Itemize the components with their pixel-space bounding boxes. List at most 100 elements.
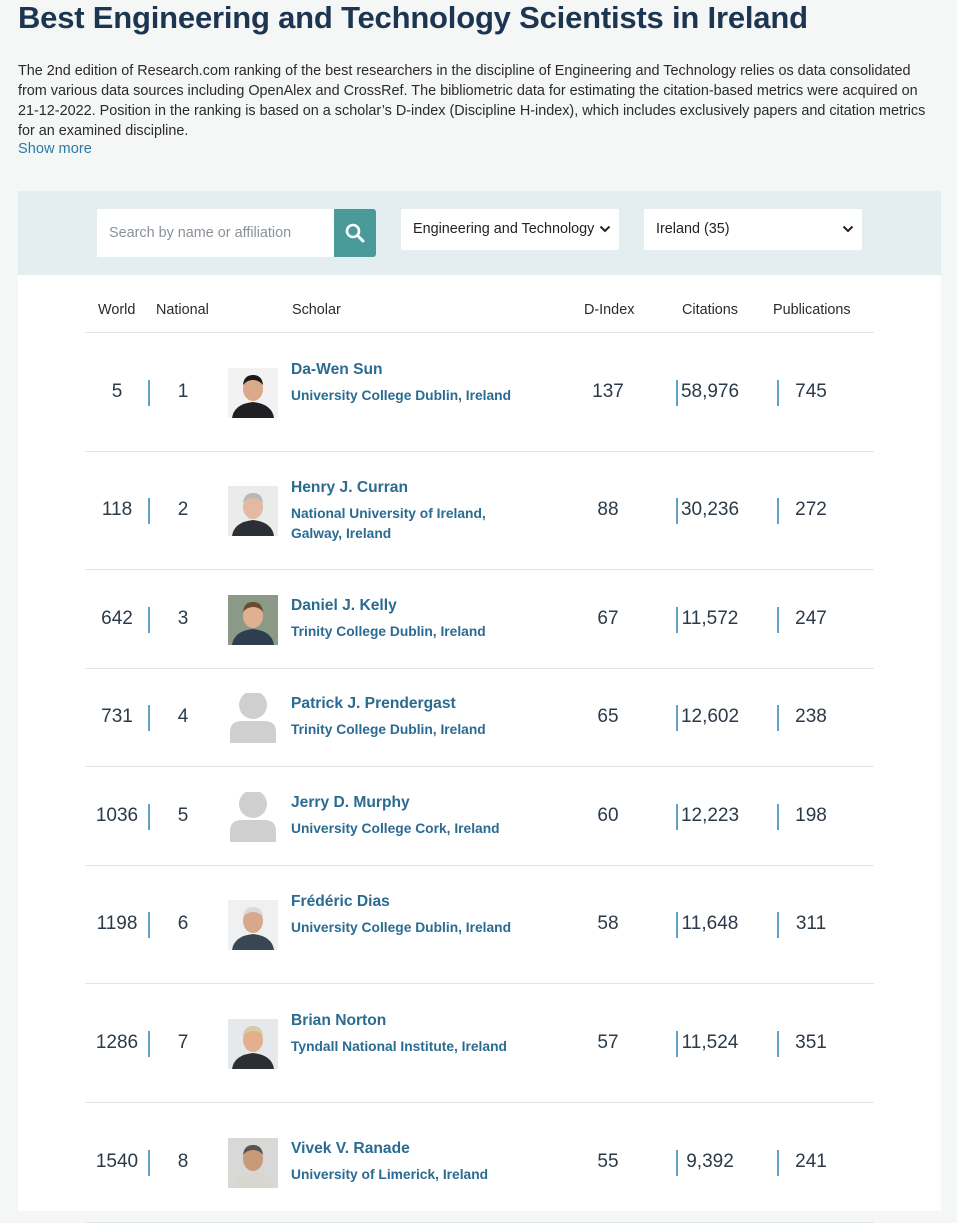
publications-value: 198	[795, 804, 827, 826]
divider	[676, 705, 678, 731]
table-row: 731 4 Patrick J. Prendergast Trinity Col…	[85, 669, 874, 767]
national-rank: 3	[177, 607, 189, 629]
national-rank: 2	[177, 499, 189, 520]
discipline-select-value: Engineering and Technology	[413, 221, 595, 237]
scholar-affiliation: Trinity College Dublin, Ireland	[291, 722, 486, 737]
scholar-name-link[interactable]: Henry J. Curran	[291, 479, 408, 496]
scholar-name-link[interactable]: Brian Norton	[291, 1011, 387, 1029]
column-header-scholar: Scholar	[292, 302, 341, 318]
ranking-panel: Engineering and Technology Ireland (35) …	[18, 191, 941, 1223]
scholar-affiliation: University of Limerick, Ireland	[291, 1167, 489, 1182]
dindex-value: 60	[597, 804, 619, 826]
divider	[148, 379, 150, 406]
divider	[777, 705, 779, 731]
scholar-photo[interactable]	[228, 486, 278, 536]
citations-value: 12,223	[680, 804, 740, 826]
scholar-name-link[interactable]: Frédéric Dias	[291, 893, 390, 910]
publications-value: 272	[795, 499, 827, 520]
column-header-publications[interactable]: Publications	[773, 302, 851, 318]
divider	[777, 379, 779, 406]
divider	[777, 803, 779, 830]
scholar-affiliation: University College Dublin, Ireland	[291, 387, 512, 403]
search-icon	[345, 223, 365, 243]
scholar-affiliation: Tyndall National Institute, Ireland	[291, 1038, 507, 1054]
table-row: 1286 7 Brian Norton Tyndall National Ins…	[85, 984, 874, 1103]
dindex-value: 65	[597, 706, 619, 727]
country-select[interactable]: Ireland (35)	[644, 209, 862, 250]
national-rank: 6	[177, 913, 189, 934]
table-row: 1036 5 Jerry D. Murphy University Colleg…	[85, 767, 874, 866]
dindex-value: 88	[597, 499, 619, 520]
table-row: 642 3 Daniel J. Kelly Trinity College Du…	[85, 570, 874, 669]
dindex-value: 55	[597, 1151, 619, 1172]
scholar-photo[interactable]	[228, 594, 278, 645]
page-title: Best Engineering and Technology Scientis…	[18, 0, 808, 35]
scholar-affiliation: University College Dublin, Ireland	[291, 920, 512, 935]
avatar-placeholder-icon[interactable]	[228, 791, 278, 842]
column-header-world[interactable]: World	[98, 302, 136, 318]
discipline-select[interactable]: Engineering and Technology	[401, 209, 619, 250]
column-header-dindex[interactable]: D-Index	[584, 302, 635, 318]
avatar-placeholder-icon[interactable]	[228, 693, 278, 743]
row-divider	[85, 1102, 874, 1103]
column-header-national[interactable]: National	[156, 302, 209, 318]
publications-value: 247	[795, 607, 827, 629]
scholar-affiliation: National University of Ireland, Galway, …	[291, 506, 486, 541]
divider	[148, 912, 150, 938]
world-rank: 642	[101, 607, 133, 629]
row-divider	[85, 569, 874, 570]
table-row: 1540 8 Vivek V. Ranade University of Lim…	[85, 1103, 874, 1223]
citations-value: 11,572	[681, 607, 739, 629]
column-header-citations[interactable]: Citations	[682, 302, 738, 318]
dindex-value: 58	[597, 913, 619, 934]
divider	[148, 705, 150, 731]
divider	[148, 1150, 150, 1176]
chevron-down-icon	[842, 225, 854, 233]
publications-value: 311	[795, 913, 827, 934]
publications-value: 351	[795, 1031, 827, 1053]
scholar-photo[interactable]	[228, 1018, 278, 1069]
scholar-affiliation: University College Cork, Ireland	[291, 820, 500, 836]
chevron-down-icon	[599, 225, 611, 233]
divider	[777, 912, 779, 938]
dindex-value: 67	[597, 607, 619, 629]
table-row: 118 2 Henry J. Curran National Universit…	[85, 452, 874, 570]
citations-value: 11,648	[681, 913, 739, 934]
scholar-name-link[interactable]: Daniel J. Kelly	[291, 596, 397, 614]
search-button[interactable]	[334, 209, 376, 257]
scholar-name-link[interactable]: Da-Wen Sun	[291, 360, 383, 378]
scholar-photo[interactable]	[228, 1138, 278, 1188]
national-rank: 8	[177, 1151, 189, 1172]
world-rank: 1198	[96, 913, 138, 934]
show-more-link[interactable]: Show more	[18, 141, 92, 157]
citations-value: 30,236	[680, 499, 740, 520]
publications-value: 241	[795, 1151, 827, 1172]
divider	[148, 1030, 150, 1057]
divider	[148, 803, 150, 830]
table-row: 1198 6 Frédéric Dias University College …	[85, 866, 874, 984]
scholar-name-link[interactable]: Patrick J. Prendergast	[291, 695, 456, 712]
scholar-name-link[interactable]: Vivek V. Ranade	[291, 1140, 410, 1157]
divider	[148, 606, 150, 633]
national-rank: 1	[177, 380, 189, 402]
world-rank: 1036	[95, 804, 139, 826]
world-rank: 5	[111, 380, 123, 402]
divider	[777, 606, 779, 633]
header-divider	[85, 332, 874, 333]
scholar-affiliation: Trinity College Dublin, Ireland	[291, 623, 486, 639]
scholar-photo[interactable]	[228, 900, 278, 950]
publications-value: 745	[795, 380, 827, 402]
intro-text: The 2nd edition of Research.com ranking …	[18, 63, 926, 139]
search-input[interactable]	[97, 209, 334, 257]
divider	[676, 498, 678, 524]
divider	[676, 1030, 678, 1057]
scholar-photo[interactable]	[228, 367, 278, 418]
publications-value: 238	[795, 706, 827, 727]
divider	[676, 379, 678, 406]
world-rank: 118	[101, 499, 133, 520]
filter-bar: Engineering and Technology Ireland (35)	[18, 191, 941, 275]
row-divider	[85, 766, 874, 767]
divider	[676, 912, 678, 938]
scholar-name-link[interactable]: Jerry D. Murphy	[291, 793, 410, 811]
divider	[676, 803, 678, 830]
